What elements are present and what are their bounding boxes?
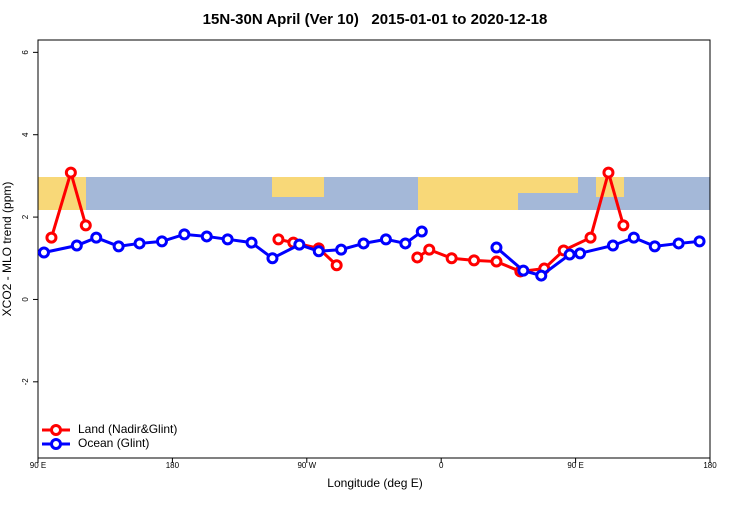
plot-frame	[37, 39, 711, 459]
series-line	[43, 230, 700, 278]
data-point	[90, 231, 103, 244]
data-point	[468, 254, 481, 267]
chart-title: 15N-30N April (Ver 10) 2015-01-01 to 202…	[203, 11, 548, 28]
data-point	[648, 240, 661, 253]
data-point	[606, 239, 619, 252]
data-point	[563, 248, 576, 261]
data-point	[415, 225, 428, 238]
legend-label: Land (Nadir&Glint)	[78, 422, 177, 436]
data-point	[399, 237, 412, 250]
land-patch	[518, 177, 578, 193]
data-point	[70, 239, 83, 252]
data-point	[245, 236, 258, 249]
data-point	[45, 231, 58, 244]
data-point	[178, 228, 191, 241]
data-point	[490, 255, 503, 268]
x-tick-label: 0	[439, 461, 444, 470]
data-point	[221, 233, 234, 246]
data-point	[79, 219, 92, 232]
x-axis-label: Longitude (deg E)	[327, 476, 422, 490]
data-point	[602, 166, 615, 179]
data-point	[584, 231, 597, 244]
y-tick-label: 0	[21, 297, 30, 302]
data-point	[330, 259, 343, 272]
data-point	[379, 233, 392, 246]
data-point	[517, 264, 530, 277]
x-tick-label: 180	[703, 461, 717, 470]
data-point	[312, 245, 325, 258]
data-point	[490, 241, 503, 254]
x-tick-label: 90 E	[30, 461, 46, 470]
data-point	[155, 235, 168, 248]
data-point	[37, 246, 50, 259]
land-patch	[272, 177, 324, 197]
data-point	[627, 231, 640, 244]
map-band	[38, 177, 710, 210]
y-tick-label: 4	[21, 132, 30, 137]
y-tick-label: -2	[21, 378, 30, 386]
data-point	[445, 252, 458, 265]
x-tick-label: 90 E	[567, 461, 583, 470]
data-point	[411, 251, 424, 264]
data-point	[357, 237, 370, 250]
data-point	[266, 252, 279, 265]
data-point	[335, 243, 348, 256]
data-point	[293, 238, 306, 251]
data-point	[693, 235, 706, 248]
data-point	[535, 269, 548, 282]
data-point	[272, 233, 285, 246]
data-point	[574, 247, 587, 260]
y-tick-label: 6	[21, 50, 30, 55]
data-point	[672, 237, 685, 250]
data-point	[112, 240, 125, 253]
y-axis-label: XCO2 - MLO trend (ppm)	[0, 182, 14, 317]
legend-marker	[50, 438, 62, 450]
land-patch	[418, 177, 518, 210]
data-point	[64, 166, 77, 179]
data-point	[133, 237, 146, 250]
data-point	[617, 219, 630, 232]
legend-label: Ocean (Glint)	[78, 436, 149, 450]
data-point	[423, 243, 436, 256]
y-tick-label: 2	[21, 214, 30, 219]
x-tick-label: 90 W	[297, 461, 316, 470]
legend-marker	[50, 424, 62, 436]
x-tick-label: 180	[166, 461, 180, 470]
data-point	[200, 230, 213, 243]
